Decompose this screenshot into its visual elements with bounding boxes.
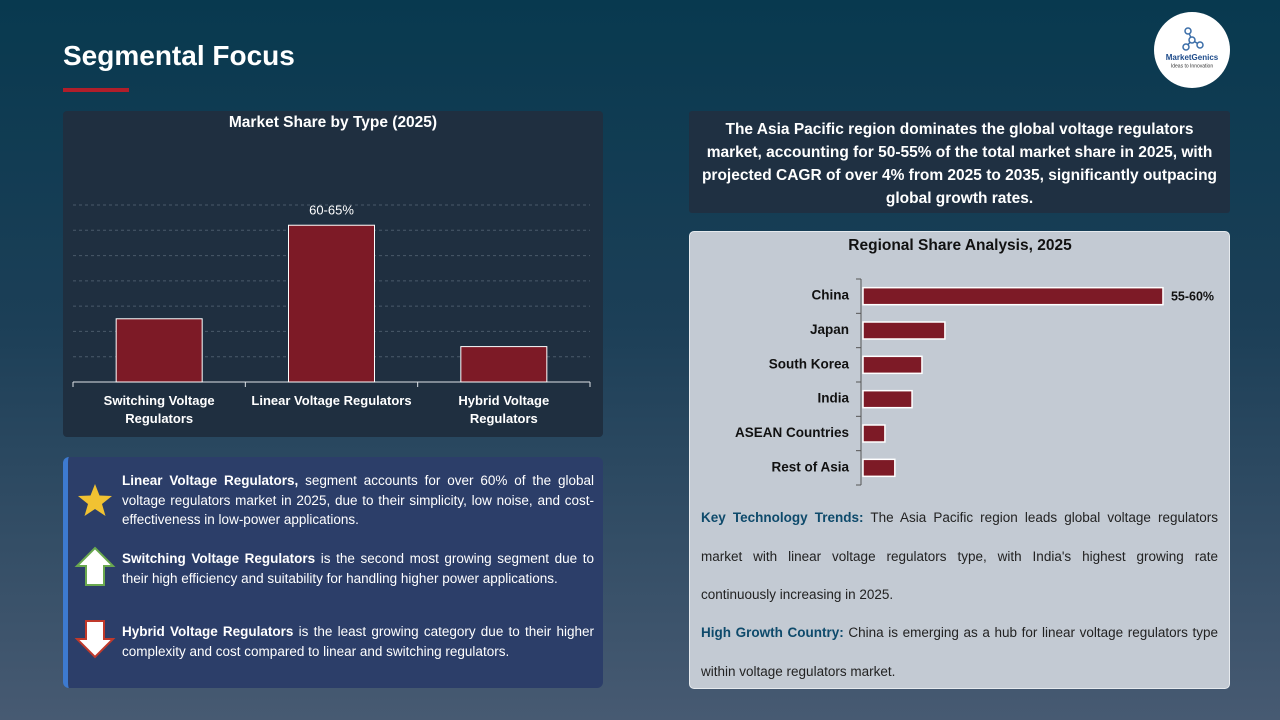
y-tick-label: Japan — [810, 322, 849, 337]
title-rule — [63, 88, 129, 92]
bar — [862, 458, 896, 478]
logo: MarketGenics Ideas to Innovation — [1154, 12, 1230, 88]
bar — [862, 424, 886, 443]
star-icon — [78, 484, 112, 516]
note-icons — [74, 484, 116, 659]
note: Switching Voltage Regulators is the seco… — [122, 549, 594, 588]
bar — [862, 321, 946, 340]
note-lead: Linear Voltage Regulators, — [122, 473, 299, 488]
notes-panel: Linear Voltage Regulators, segment accou… — [63, 457, 603, 688]
slide-title: Segmental Focus — [63, 40, 295, 71]
logo-icon: MarketGenics Ideas to Innovation — [1166, 27, 1219, 69]
note-text: segment accounts for over 60% of the glo… — [122, 473, 594, 527]
logo-name: MarketGenics — [1166, 53, 1219, 62]
insight-text: The Asia Pacific region leads global vol… — [701, 510, 1218, 602]
type-chart-panel: Market Share by Type (2025) 60-65% Switc… — [63, 111, 603, 437]
type-chart: Market Share by Type (2025) 60-65% — [72, 114, 591, 387]
region-chart-panel: Regional Share Analysis, 2025 China 55-60… — [689, 231, 1230, 689]
note: Linear Voltage Regulators, segment accou… — [122, 471, 594, 530]
insight-label: High Growth Country: — [701, 625, 844, 640]
bar — [288, 224, 375, 383]
insight: Key Technology Trends: The Asia Pacific … — [701, 499, 1218, 615]
summary-box: The Asia Pacific region dominates the gl… — [689, 111, 1230, 213]
bar — [862, 389, 913, 409]
logo-tagline: Ideas to Innovation — [1171, 63, 1213, 69]
insight: High Growth Country: China is emerging a… — [701, 614, 1218, 691]
note-lead: Hybrid Voltage Regulators — [122, 624, 294, 639]
note: Hybrid Voltage Regulators is the least g… — [122, 622, 594, 661]
insight-label: Key Technology Trends: — [701, 510, 864, 525]
down-arrow-icon — [74, 620, 116, 659]
bar — [862, 355, 923, 375]
value-label: 60-65% — [309, 203, 354, 218]
chart-title: Market Share by Type (2025) — [229, 114, 437, 131]
note-text: is the second most growing segment due t… — [122, 551, 594, 586]
bar — [460, 346, 548, 383]
bar — [862, 286, 1164, 306]
chart-title: Regional Share Analysis, 2025 — [848, 237, 1072, 254]
note-lead: Switching Voltage Regulators — [122, 551, 316, 566]
value-label: 55-60% — [1171, 289, 1214, 303]
y-tick-label: India — [817, 391, 849, 406]
x-tick-label: Hybrid Voltage Regulators — [458, 393, 550, 426]
bar — [115, 318, 203, 383]
y-tick-label: Rest of Asia — [771, 459, 849, 474]
x-tick-label: Switching Voltage Regulators — [103, 393, 215, 426]
y-tick-label: ASEAN Countries — [735, 425, 849, 440]
y-tick-label: South Korea — [769, 356, 850, 371]
insight-text: China is emerging as a hub for linear vo… — [701, 625, 1218, 679]
x-tick-label: Linear Voltage Regulators — [251, 393, 412, 408]
note-text: is the least growing category due to the… — [122, 624, 594, 659]
y-tick-label: China — [811, 288, 849, 303]
up-arrow-icon — [74, 546, 116, 586]
region-chart: Regional Share Analysis, 2025 China 55-60… — [735, 237, 1214, 486]
